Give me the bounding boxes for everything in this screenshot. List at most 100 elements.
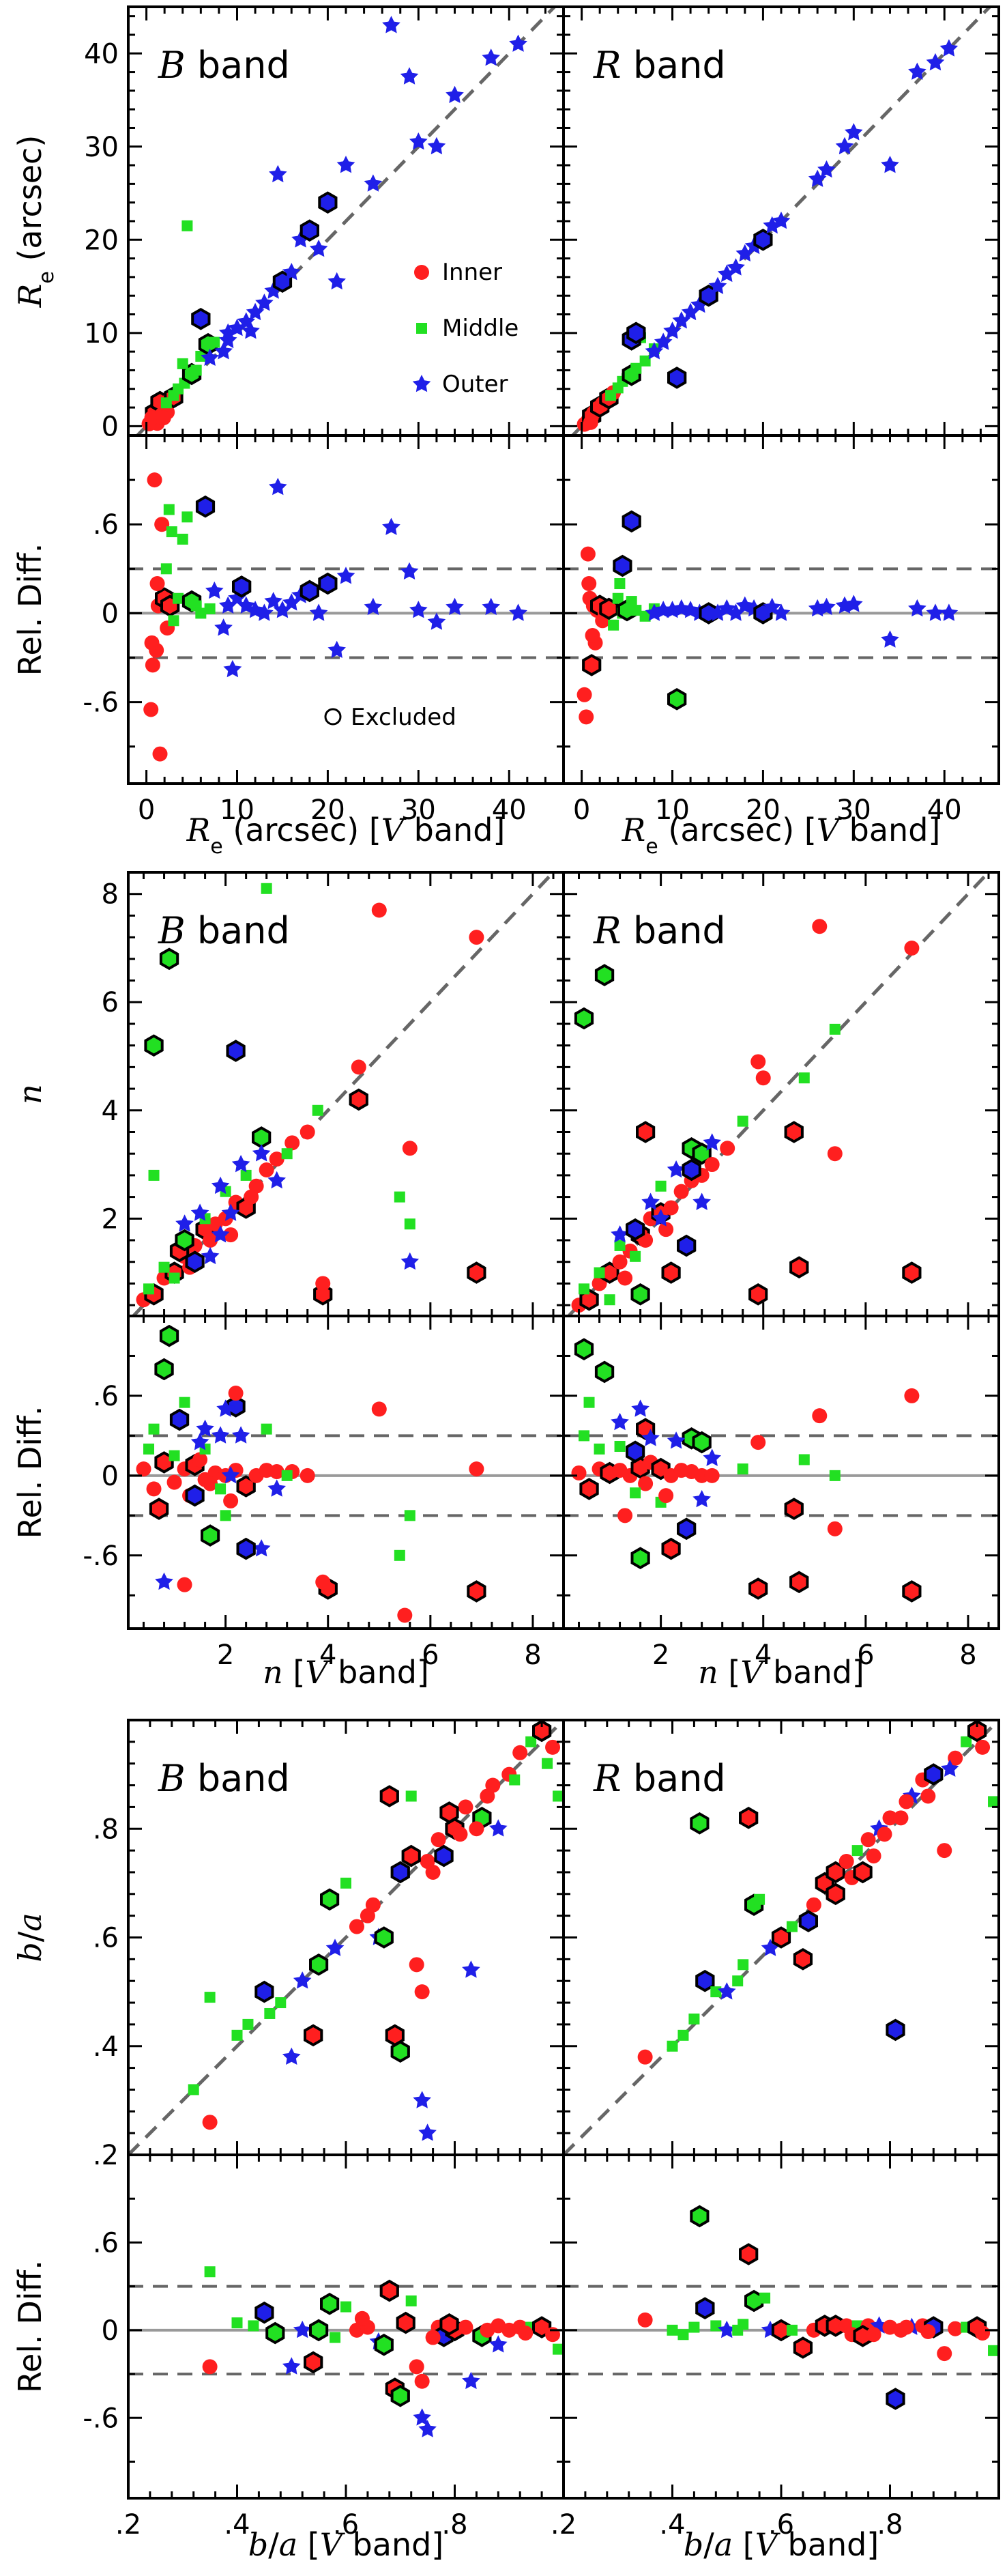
diff-outer — [881, 630, 899, 648]
diffs-re-r — [577, 510, 959, 725]
diff-inner-excluded — [467, 1580, 486, 1603]
x-axis-label: Re (arcsec) [V band] — [622, 812, 941, 859]
point-middle — [604, 1294, 615, 1306]
point-outer — [255, 294, 274, 311]
d-tick-label: 0 — [102, 2315, 119, 2347]
diff-middle-excluded — [320, 2292, 340, 2315]
diff-outer-excluded — [226, 1395, 246, 1418]
band-label-b: B band — [158, 44, 290, 87]
diff-inner — [397, 1607, 413, 1623]
diff-outer — [845, 595, 863, 612]
diff-middle — [143, 1443, 155, 1455]
point-inner-excluded — [379, 1785, 399, 1807]
diff-inner-excluded — [396, 2311, 415, 2334]
diff-inner — [228, 1386, 244, 1401]
points-ba-r — [637, 1720, 999, 2065]
diff-middle — [261, 1423, 272, 1435]
diff-inner — [269, 1464, 284, 1480]
point-outer-excluded — [191, 307, 211, 330]
diff-outer — [293, 2320, 312, 2338]
diff-outer-excluded — [695, 2297, 715, 2320]
diff-outer — [196, 1419, 214, 1437]
point-middle — [594, 1267, 605, 1278]
point-outer-excluded — [626, 1218, 645, 1241]
panel-n-r-reldiff — [564, 1338, 999, 1603]
x-tick-label: .4 — [224, 2509, 250, 2541]
legend-label-middle: Middle — [442, 315, 519, 342]
point-outer-excluded — [434, 1844, 454, 1867]
diff-middle — [639, 610, 651, 622]
diff-middle — [608, 619, 619, 631]
diff-middle — [340, 2301, 351, 2313]
diff-inner — [458, 2319, 473, 2335]
x-tick-label: 8 — [959, 1640, 976, 1671]
y-tick-label: .4 — [93, 2031, 119, 2063]
diff-middle — [594, 1443, 605, 1455]
x-tick-label: 4 — [319, 1640, 336, 1671]
diff-middle — [737, 1463, 748, 1475]
x-tick-label: 2 — [652, 1640, 669, 1671]
diff-inner — [371, 1401, 387, 1417]
point-inner — [617, 1270, 633, 1286]
diff-middle — [181, 511, 193, 523]
legend: Inner Middle Outer — [412, 259, 519, 398]
diff-inner — [166, 1474, 182, 1490]
point-middle — [688, 2013, 700, 2024]
panel-ba-b-reldiff — [128, 2266, 564, 2437]
diff-outer — [727, 603, 745, 621]
diff-middle — [168, 615, 179, 627]
points-n-b — [136, 883, 486, 1308]
point-outer-excluded — [886, 2018, 905, 2042]
diff-inner-excluded — [748, 1577, 768, 1600]
legend-marker-middle — [416, 323, 427, 334]
point-inner — [612, 1254, 628, 1270]
point-inner — [300, 1124, 315, 1140]
diffs-ba-r — [637, 2205, 999, 2410]
point-inner-excluded — [661, 1261, 681, 1284]
x-tick-label: 4 — [755, 1640, 772, 1671]
point-inner — [259, 1162, 274, 1177]
diff-inner — [354, 2310, 370, 2326]
y-tick-label: .6 — [93, 1923, 119, 1954]
diff-inner — [580, 546, 596, 562]
point-middle — [553, 1790, 564, 1802]
diff-inner — [144, 635, 160, 650]
point-inner — [203, 1233, 218, 1248]
diff-middle — [281, 1470, 293, 1481]
point-inner-excluded — [579, 1288, 599, 1311]
point-inner-excluded — [532, 1720, 552, 1743]
point-middle — [630, 1250, 641, 1262]
point-middle — [710, 1986, 722, 1998]
point-middle — [639, 355, 651, 367]
y-axis-label: b/a — [12, 1913, 48, 1962]
diff-middle — [215, 1483, 227, 1495]
point-outer — [735, 244, 755, 262]
reldiff-axis-label: Rel. Diff. — [12, 543, 48, 676]
d-tick-label: -.6 — [83, 687, 119, 719]
diff-inner — [904, 1388, 920, 1403]
diff-middle — [177, 533, 188, 545]
diff-middle-excluded — [159, 1324, 179, 1347]
diff-inner — [585, 627, 600, 643]
y-tick-label: 30 — [84, 132, 119, 163]
diff-outer-excluded — [254, 2301, 274, 2324]
diff-middle — [626, 596, 637, 607]
diff-middle — [988, 2345, 999, 2356]
point-inner — [893, 1810, 909, 1826]
point-middle — [605, 390, 617, 401]
point-outer-excluded — [254, 1980, 274, 2003]
point-middle — [829, 1023, 841, 1035]
panel-re-b-reldiff — [128, 472, 564, 762]
d-tick-label: -.6 — [83, 1541, 119, 1572]
point-inner-excluded — [967, 1720, 987, 1743]
diff-outer — [413, 2408, 431, 2426]
diff-middle — [394, 1549, 405, 1561]
diff-outer-excluded — [886, 2388, 905, 2410]
panel-n-r-main — [567, 872, 990, 1316]
diff-outer-excluded — [622, 510, 641, 533]
point-middle — [195, 350, 207, 362]
x-tick-label: .4 — [659, 2509, 685, 2541]
diff-inner — [899, 2319, 914, 2335]
d-tick-label: .6 — [93, 1381, 119, 1412]
